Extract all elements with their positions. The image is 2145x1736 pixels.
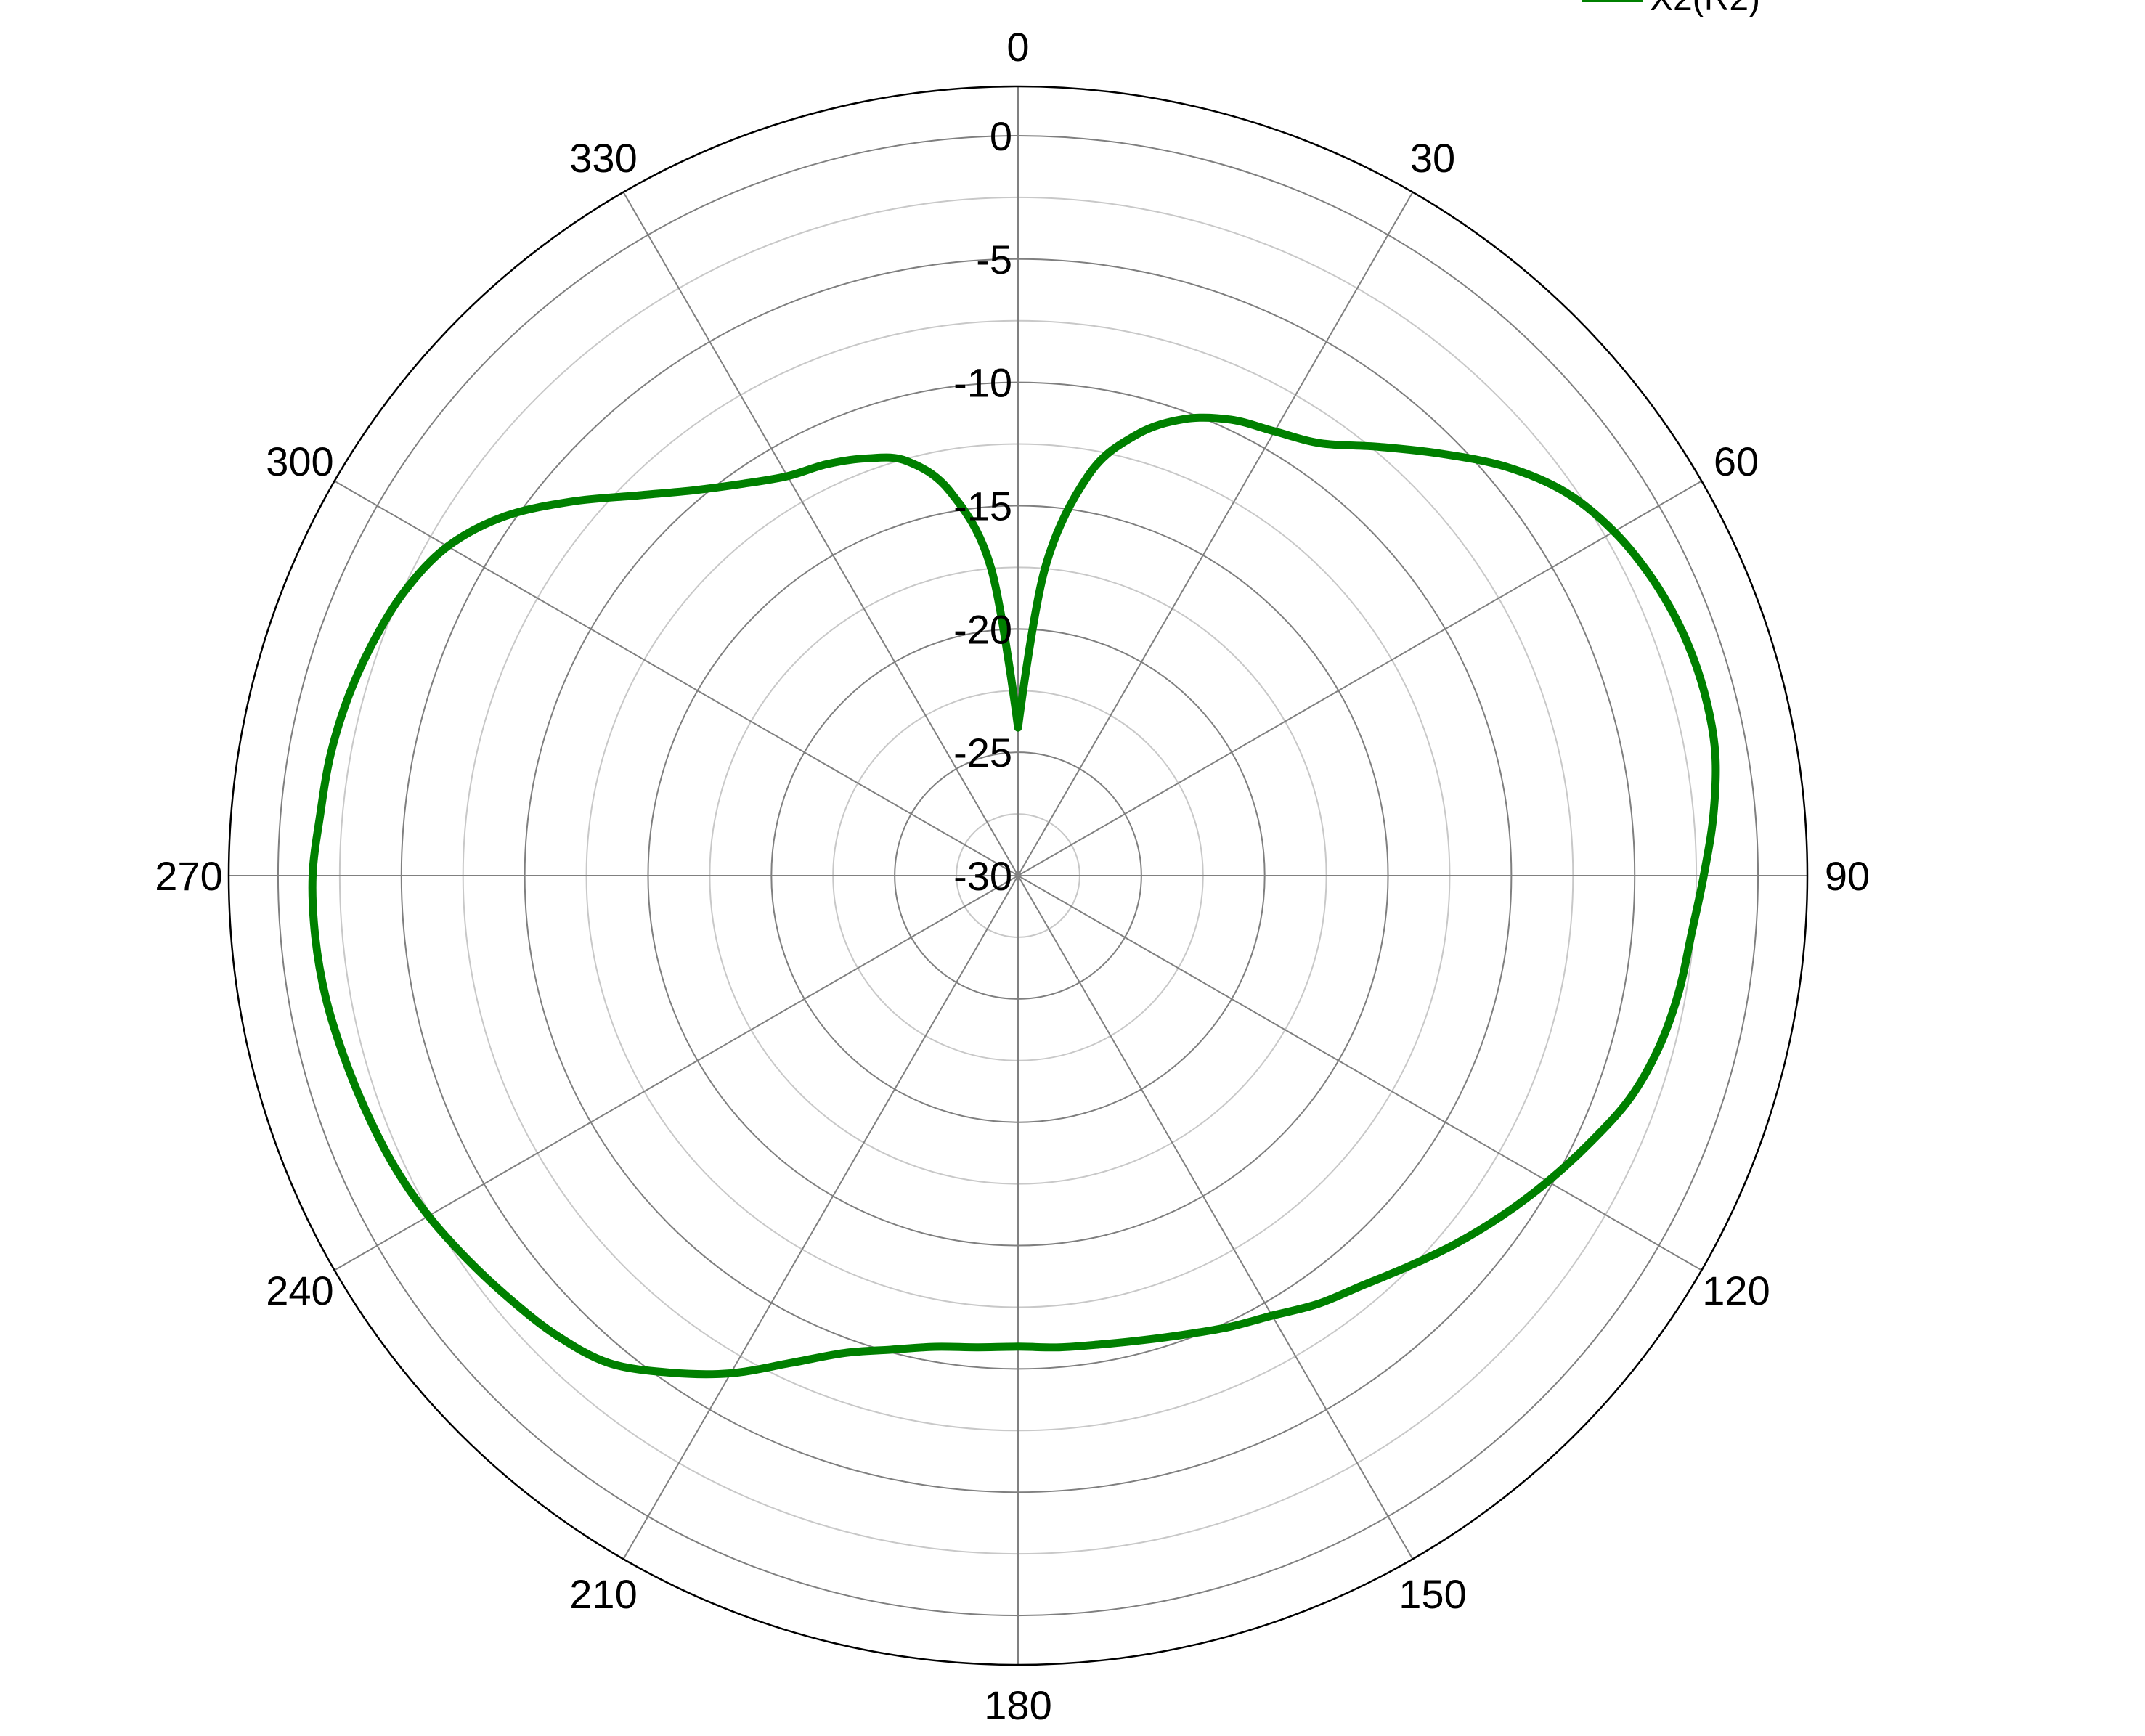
- series-line-0: [308, 413, 1720, 1379]
- outer-ring: [227, 85, 1809, 1666]
- angular-tick-label: 240: [266, 1268, 333, 1313]
- angular-tick-label: 0: [1006, 24, 1029, 70]
- series-layer: [308, 413, 1720, 1379]
- spoke-line: [334, 480, 1019, 876]
- radial-tick-label: -10: [953, 360, 1012, 406]
- angular-tick-label: 180: [984, 1682, 1051, 1728]
- angular-tick-label: 150: [1399, 1571, 1466, 1617]
- radial-tick-label: 0: [990, 113, 1012, 159]
- angular-tick-label: 300: [266, 439, 333, 484]
- spoke-line: [1017, 875, 1414, 1560]
- angular-tick-label: 210: [569, 1571, 637, 1617]
- angular-spokes: [229, 86, 1807, 1665]
- spoke-line: [1017, 192, 1414, 876]
- angular-tick-label: 90: [1825, 853, 1870, 899]
- angular-tick-label: 30: [1410, 135, 1455, 181]
- angular-tick-label: 120: [1702, 1268, 1770, 1313]
- radial-tick-label: -15: [953, 483, 1012, 529]
- spoke-line: [622, 875, 1019, 1560]
- angular-tick-label: 60: [1714, 439, 1759, 484]
- spoke-line: [622, 192, 1019, 876]
- spoke-line: [1017, 875, 1702, 1271]
- spoke-line: [1017, 480, 1702, 876]
- legend-label: X2(R2): [1650, 0, 1760, 18]
- angular-tick-label: 330: [569, 135, 637, 181]
- radial-tick-label: -25: [953, 730, 1012, 775]
- legend: X2(R2): [1582, 0, 1760, 18]
- spoke-line: [334, 875, 1019, 1271]
- angular-tick-labels: 0 30 60 90 120 150 180 210 240 270 300 330: [155, 24, 1870, 1728]
- radial-tick-label: -30: [953, 853, 1012, 899]
- angular-tick-label: 270: [155, 853, 222, 899]
- radial-tick-labels: -30 -25 -20 -15 -10 -5 0: [953, 113, 1012, 899]
- radial-tick-label: -5: [976, 237, 1012, 282]
- radial-tick-label: -20: [953, 606, 1012, 652]
